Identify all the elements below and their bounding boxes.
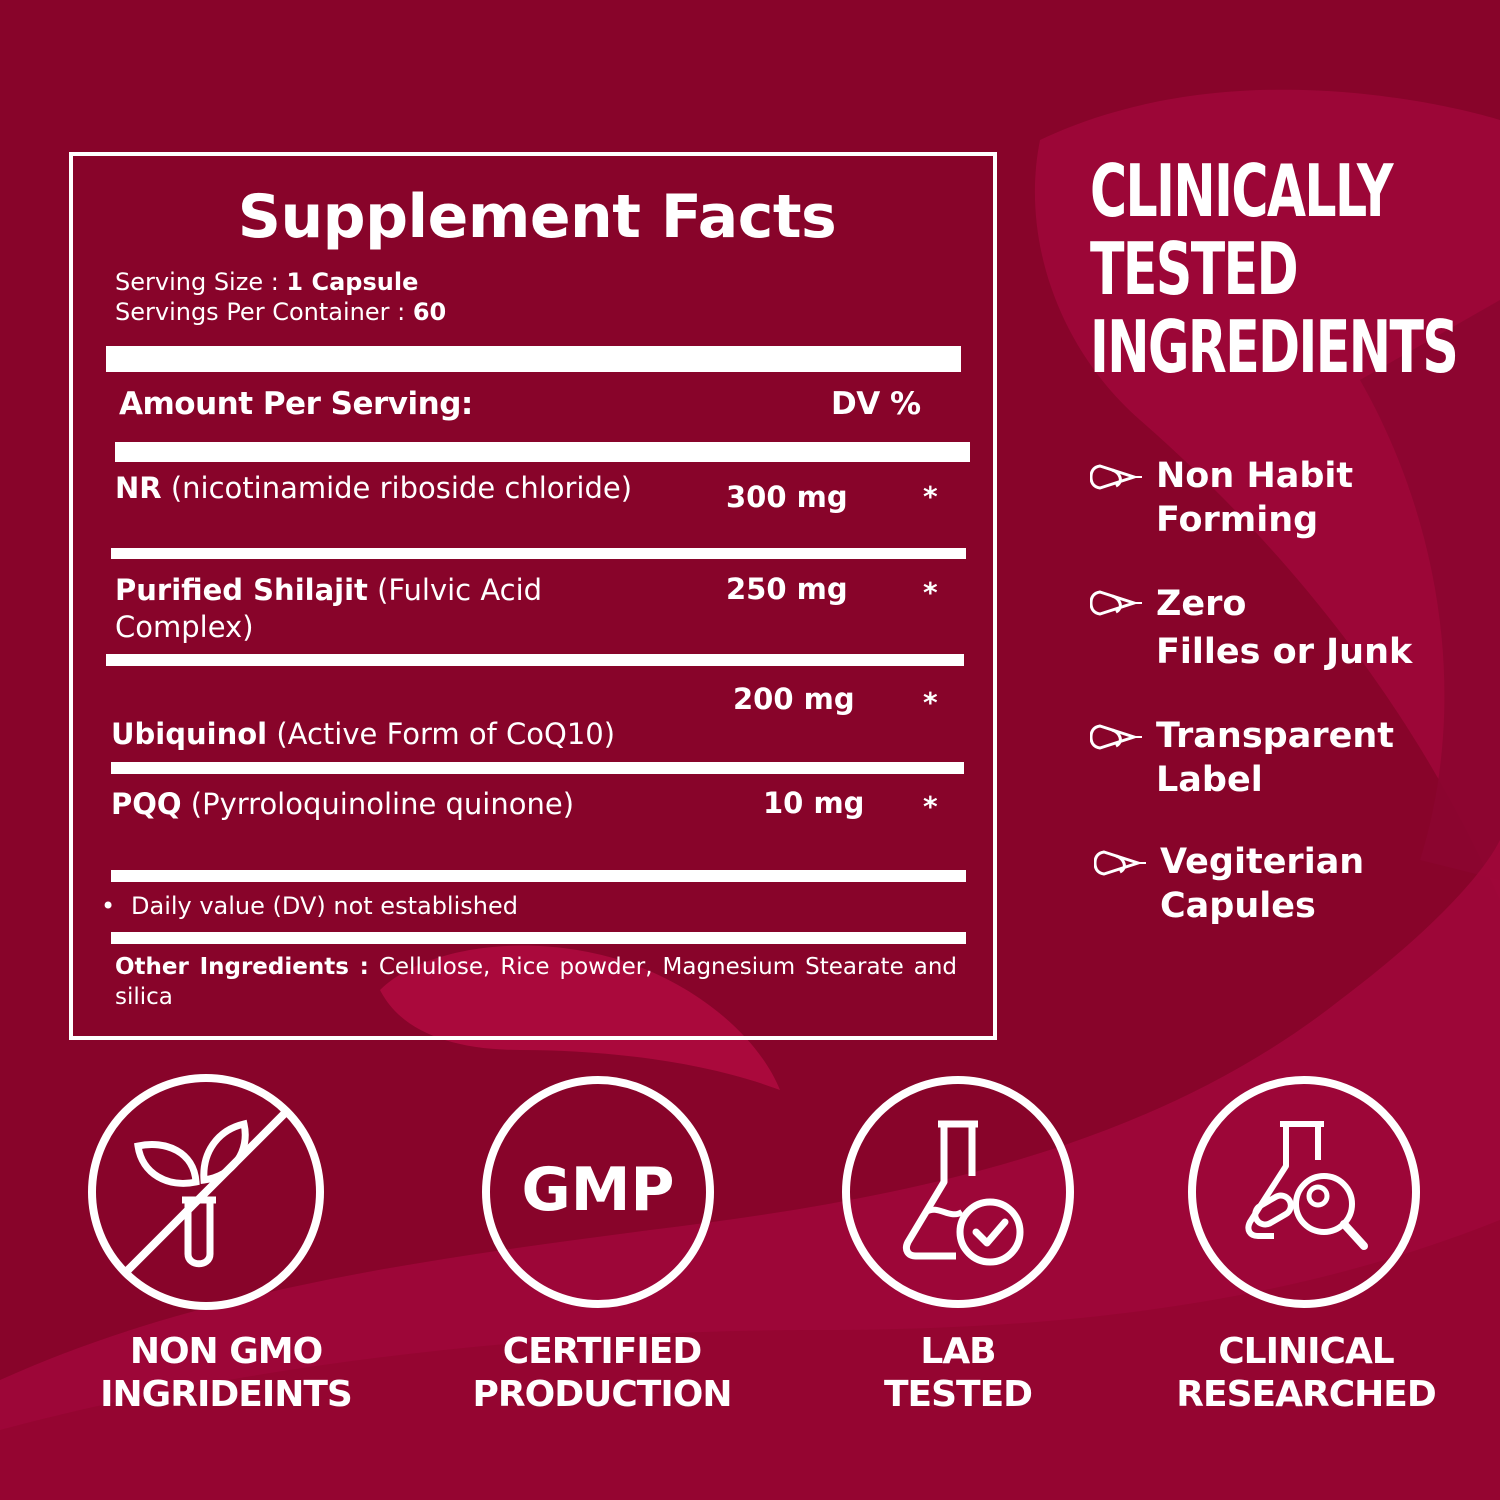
ingredient-amount: 200 mg [733,682,855,716]
gmp-text: GMP [522,1155,675,1225]
ingredient-name: Ubiquinol (Active Form of CoQ10) [111,717,616,751]
clinical-research-icon [1188,1076,1420,1308]
benefit-text: Non Habit Forming [1156,456,1354,540]
footnote-bullet: • [101,892,116,920]
headline: CLINICALLY TESTED INGREDIENTS [1090,149,1459,389]
ingredient-dv: * [923,686,938,719]
non-gmo-icon [88,1074,324,1310]
gmp-icon: GMP [482,1076,714,1308]
non-gmo-badge [86,1072,326,1312]
capsule-icon [1094,850,1146,876]
supplement-facts-panel: Supplement Facts Serving Size : 1 Capsul… [69,152,997,1040]
row-divider [111,932,966,944]
dv-footnote: • Daily value (DV) not established [101,892,518,920]
row-divider [111,548,966,559]
headline-line: CLINICALLY [1090,149,1393,233]
capsule-icon [1090,590,1142,616]
benefit-text: Transparent Label [1156,716,1394,800]
dv-header: DV % [831,386,921,422]
badge-label: CERTIFIED PRODUCTION [472,1331,733,1415]
thick-divider [106,346,961,372]
row-divider [111,762,964,774]
other-ingredients: Other Ingredients : Cellulose, Rice powd… [115,954,958,1010]
ingredient-amount: 10 mg [763,786,865,820]
facts-title: Supplement Facts [237,182,837,252]
amount-per-serving-header: Amount Per Serving: [119,386,473,422]
row-divider [106,654,964,666]
headline-line: TESTED [1090,227,1299,311]
lab-tested-badge [838,1072,1078,1312]
medium-divider [115,442,970,462]
row-divider [111,870,966,882]
benefit-text: Zero Filles or Junk [1156,584,1413,672]
badge-label: CLINICAL RESEARCHED [1176,1331,1436,1415]
ingredient-dv: * [923,576,938,609]
clinical-research-badge [1184,1072,1424,1312]
ingredient-name: Purified Shilajit (Fulvic Acid Complex) [115,573,543,644]
benefit-text: Vegiterian Capules [1160,842,1365,926]
gmp-badge: GMP [478,1072,718,1312]
headline-line: INGREDIENTS [1090,305,1459,389]
ingredient-name: PQQ (Pyrroloquinoline quinone) [111,787,575,821]
servings-per-container: Servings Per Container : 60 [115,298,447,326]
ingredient-name: NR (nicotinamide riboside chloride) [115,471,633,505]
ingredient-dv: * [923,480,938,513]
capsule-icon [1090,464,1142,490]
serving-size: Serving Size : 1 Capsule [115,268,419,296]
ingredient-amount: 300 mg [726,480,848,514]
badge-label: LAB TESTED [883,1331,1033,1415]
lab-flask-icon [842,1076,1074,1308]
ingredient-amount: 250 mg [726,572,848,606]
badge-label: NON GMO INGRIDEINTS [100,1331,353,1415]
capsule-icon [1090,724,1142,750]
ingredient-dv: * [923,790,938,823]
